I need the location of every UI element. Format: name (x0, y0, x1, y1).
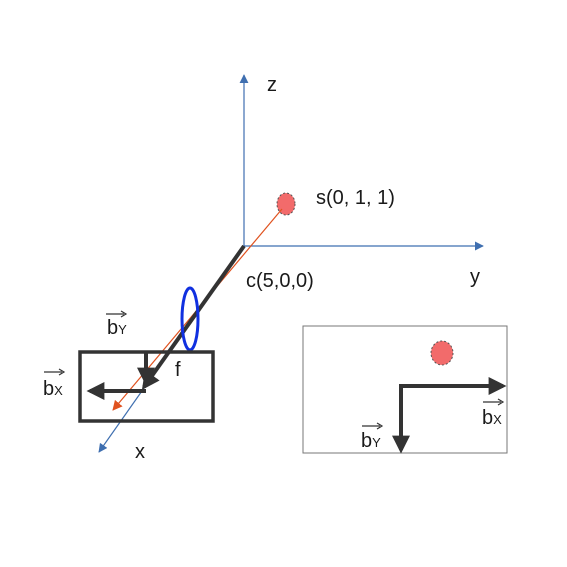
svg-text:bX: bX (482, 407, 502, 429)
svg-text:bY: bY (361, 430, 381, 452)
lens (180, 286, 200, 352)
inset-by-label: bY (361, 422, 384, 452)
inset-bx-label: bX (482, 398, 505, 429)
source-point-label: s(0, 1, 1) (316, 187, 395, 209)
y-axis-label: y (470, 266, 480, 288)
camera-axis-arrow (141, 244, 246, 390)
svg-text:bX: bX (43, 378, 63, 400)
x-axis-label: x (135, 441, 145, 463)
focal-label: f (175, 359, 181, 381)
svg-text:bY: bY (107, 317, 127, 339)
inset-panel (302, 325, 508, 454)
z-axis-label: z (267, 74, 277, 96)
by-label: bY (106, 310, 128, 339)
bx-label: bX (43, 368, 66, 400)
inset-source-point (430, 340, 454, 366)
camera-point-label: c(5,0,0) (246, 270, 314, 292)
